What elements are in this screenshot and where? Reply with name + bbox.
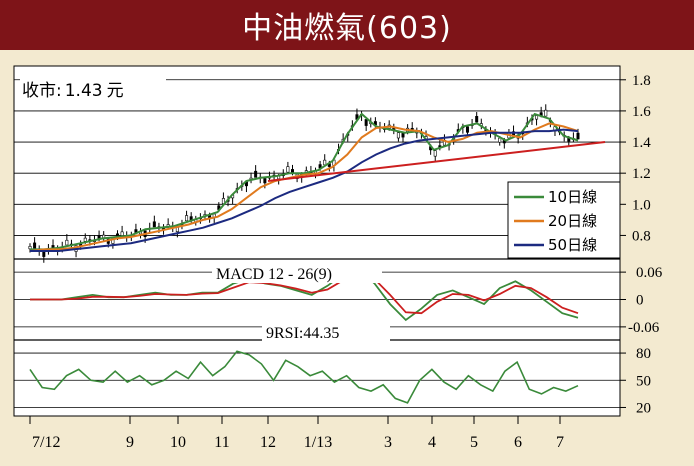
rsi-caption: 9RSI:44.35 xyxy=(266,325,339,342)
rsi-line-path xyxy=(29,350,579,404)
candle-body xyxy=(83,237,87,242)
candle-body xyxy=(120,231,124,236)
close-label-text: 收市: xyxy=(22,81,62,101)
legend-label-ma20: 20日線 xyxy=(548,212,597,230)
candle-body xyxy=(185,215,189,222)
candle-body xyxy=(323,159,327,166)
x-tick-label: 10 xyxy=(170,434,186,451)
rsi-caption-bg xyxy=(262,322,390,342)
rsi-tick-label: 50 xyxy=(636,373,651,389)
candle-body xyxy=(475,116,479,123)
x-tick-label: 9 xyxy=(126,434,134,451)
legend: 10日線 20日線 50日線 xyxy=(507,181,621,259)
macd-caption-bg xyxy=(212,263,382,283)
close-value: 1.43 xyxy=(65,81,103,101)
price-tick-label: 1.4 xyxy=(632,135,651,151)
candle-body xyxy=(544,109,548,117)
candle-body xyxy=(498,137,502,143)
rsi-tick-label: 20 xyxy=(636,400,651,416)
legend-label-ma50: 50日線 xyxy=(548,236,597,254)
x-tick-label: 6 xyxy=(514,434,522,451)
price-tick-label: 1.2 xyxy=(632,166,651,182)
x-axis-ticks: 7/12 9 10 11 12 1/13 3 4 5 6 7 xyxy=(29,416,564,451)
candle-body xyxy=(286,166,290,173)
rsi-tick-label: 80 xyxy=(636,346,651,362)
candle-body xyxy=(576,132,580,140)
macd-caption: MACD 12 - 26(9) xyxy=(216,266,332,283)
price-tick-label: 1.8 xyxy=(632,73,651,89)
close-label: 收市: 1.43 元 xyxy=(22,81,124,101)
macd-y-ticks: 0.06 0 -0.06 xyxy=(620,265,663,336)
x-tick-label: 7/12 xyxy=(32,434,60,451)
x-tick-label: 11 xyxy=(214,434,229,451)
price-tick-label: 1.0 xyxy=(632,197,651,213)
candle-body xyxy=(263,178,267,184)
candle-body xyxy=(152,221,156,228)
x-tick-label: 4 xyxy=(428,434,436,451)
trend-line xyxy=(267,141,606,182)
candle-body xyxy=(535,115,539,120)
candle-body xyxy=(401,132,405,138)
ma10-line xyxy=(30,112,579,251)
candle-body xyxy=(433,150,437,157)
candle-body xyxy=(465,126,469,133)
candle-body xyxy=(33,242,37,249)
x-tick-label: 5 xyxy=(470,434,478,451)
x-tick-label: 3 xyxy=(384,434,392,451)
x-tick-label: 7 xyxy=(556,434,564,451)
x-tick-label: 12 xyxy=(260,434,276,451)
close-unit: 元 xyxy=(107,81,124,101)
macd-tick-label: 0 xyxy=(636,293,644,309)
ma50-line xyxy=(30,128,579,252)
price-caption-bg xyxy=(20,78,166,100)
macd-tick-label: 0.06 xyxy=(636,265,663,281)
candle-body xyxy=(65,239,69,246)
price-tick-label: 1.6 xyxy=(632,104,651,120)
rsi-line xyxy=(29,350,579,404)
title-bar: 中油燃氣(603) xyxy=(0,0,694,50)
x-tick-label: 1/13 xyxy=(304,434,332,451)
chart-title: 中油燃氣(603) xyxy=(242,11,452,46)
rsi-grid xyxy=(14,352,620,408)
ma20-line xyxy=(29,122,579,252)
legend-label-ma10: 10日線 xyxy=(548,188,597,206)
moving-average-lines xyxy=(29,112,579,252)
rsi-y-ticks: 80 50 20 xyxy=(620,346,651,416)
price-y-ticks: 1.8 1.6 1.4 1.2 1.0 0.8 xyxy=(620,73,651,244)
candle-body xyxy=(396,132,400,139)
price-tick-label: 0.8 xyxy=(632,228,651,244)
macd-signal-line xyxy=(30,273,579,315)
candle-body xyxy=(290,169,294,173)
candle-body xyxy=(254,170,258,178)
macd-tick-label: -0.06 xyxy=(628,320,660,336)
candle-body xyxy=(364,119,368,126)
macd-lines xyxy=(30,268,579,322)
